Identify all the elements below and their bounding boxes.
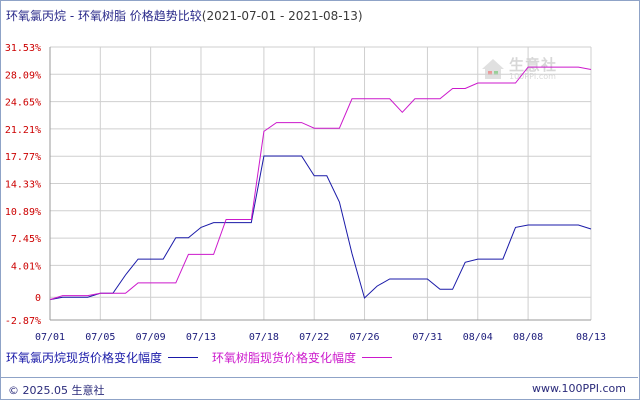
footer: © 2025.05 生意社 www.100PPI.com [0, 377, 638, 399]
x-tick-label: 07/18 [249, 332, 279, 343]
legend-item-series2: 环氧树脂现货价格变化幅度 [212, 349, 393, 366]
x-tick-label: 07/01 [35, 332, 65, 343]
y-tick-label: 4.01% [11, 261, 41, 272]
series-line-1 [49, 155, 592, 301]
x-tick-label: 07/05 [85, 332, 115, 343]
x-tick-label: 08/04 [463, 332, 493, 343]
series-line-2 [49, 66, 592, 301]
y-tick-label: 28.09% [5, 70, 41, 81]
legend-label-series1: 环氧氯丙烷现货价格变化幅度 [6, 351, 163, 365]
footer-url[interactable]: www.100PPI.com [532, 382, 626, 395]
y-axis-ticks: 31.53% 28.09% 24.65% 21.21% 17.77% 14.33% 10.8… [5, 43, 41, 327]
y-tick-label: 7.45% [11, 234, 41, 245]
y-tick-label: 0 [35, 293, 41, 304]
x-tick-label: 07/26 [349, 332, 379, 343]
x-tick-label: 08/08 [513, 332, 543, 343]
y-tick-label: 10.89% [5, 207, 41, 218]
grid [49, 46, 592, 321]
y-tick-label: -2.87% [5, 316, 41, 327]
y-tick-label: 14.33% [5, 180, 41, 191]
chart-title: 环氧氯丙烷 - 环氧树脂 价格趋势比较 [6, 9, 202, 23]
y-tick-label: 31.53% [5, 43, 41, 54]
page-title: 环氧氯丙烷 - 环氧树脂 价格趋势比较(2021-07-01 - 2021-08… [6, 7, 363, 24]
x-tick-label: 07/09 [136, 332, 166, 343]
footer-copyright: © 2025.05 生意社 [8, 384, 105, 397]
legend: 环氧氯丙烷现货价格变化幅度 环氧树脂现货价格变化幅度 [6, 349, 406, 366]
y-tick-label: 21.21% [5, 125, 41, 136]
watermark-url: 100PPI.com [509, 71, 556, 81]
x-axis-ticks: 07/01 07/05 07/09 07/13 07/18 07/22 07/26 07/31… [35, 332, 606, 343]
legend-label-series2: 环氧树脂现货价格变化幅度 [212, 351, 357, 365]
y-tick-label: 24.65% [5, 98, 41, 109]
series-lines [49, 66, 592, 301]
x-tick-label: 07/22 [299, 332, 329, 343]
chart-date-range: (2021-07-01 - 2021-08-13) [201, 9, 363, 23]
x-tick-label: 07/13 [186, 332, 216, 343]
x-tick-label: 07/31 [412, 332, 442, 343]
legend-item-series1: 环氧氯丙烷现货价格变化幅度 [6, 349, 199, 366]
legend-swatch-series1 [168, 357, 199, 358]
y-tick-label: 17.77% [5, 152, 41, 163]
legend-swatch-series2 [362, 357, 393, 358]
x-tick-label: 08/13 [576, 332, 606, 343]
watermark-text: 生意社 [509, 55, 558, 74]
